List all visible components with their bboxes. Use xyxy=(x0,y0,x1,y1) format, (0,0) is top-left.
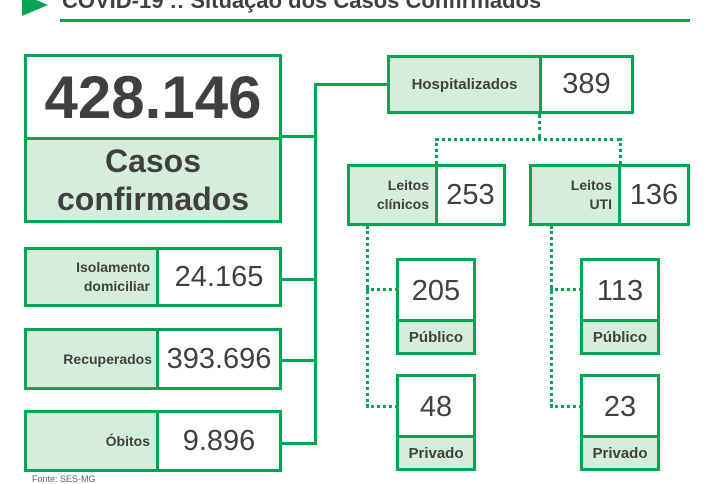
total-value: 428.146 xyxy=(24,54,282,140)
dot-uti-publico xyxy=(550,288,582,291)
dot-hosp-down xyxy=(538,114,541,138)
clinicos-publico-label: Público xyxy=(396,319,476,355)
obitos-label: Óbitos xyxy=(24,410,159,472)
dot-clinicos-publico xyxy=(366,288,398,291)
uti-publico-value: 113 xyxy=(580,258,660,321)
page-title: COVID-19 :: Situação dos Casos Confirmad… xyxy=(62,0,542,13)
recuperados-value: 393.696 xyxy=(156,328,282,390)
connector-recuperados xyxy=(281,359,317,362)
connector-trunk xyxy=(314,83,317,445)
connector-total xyxy=(281,135,317,138)
dot-branch-clinicos xyxy=(435,138,438,164)
leitos-uti-label: Leitos UTI xyxy=(529,164,621,226)
dot-uti-trunk xyxy=(550,226,553,407)
dot-branch-uti xyxy=(619,138,622,164)
connector-obitos xyxy=(281,442,317,445)
uti-privado-value: 23 xyxy=(580,374,660,437)
clinicos-privado-label: Privado xyxy=(396,435,476,471)
total-label: Casos confirmados xyxy=(24,137,282,223)
uti-publico-label: Público xyxy=(580,319,660,355)
title-arrow-icon xyxy=(22,0,48,16)
obitos-value: 9.896 xyxy=(156,410,282,472)
dot-clinicos-trunk xyxy=(366,226,369,407)
isolamento-value: 24.165 xyxy=(156,247,282,307)
isolamento-label: Isolamento domiciliar xyxy=(24,247,159,307)
dot-clinicos-privado xyxy=(366,405,398,408)
recuperados-label: Recuperados xyxy=(24,328,159,390)
source-note: Fonte: SES-MG xyxy=(32,474,96,484)
leitos-clinicos-value: 253 xyxy=(435,164,506,226)
title-divider xyxy=(60,19,690,22)
hospitalizados-value: 389 xyxy=(539,55,634,114)
dot-hosp-branch xyxy=(435,138,621,141)
dot-uti-privado xyxy=(550,405,582,408)
hospitalizados-label: Hospitalizados xyxy=(387,55,542,114)
clinicos-privado-value: 48 xyxy=(396,374,476,437)
leitos-clinicos-label: Leitos clínicos xyxy=(347,164,438,226)
uti-privado-label: Privado xyxy=(580,435,660,471)
clinicos-publico-value: 205 xyxy=(396,258,476,321)
connector-hosp xyxy=(314,83,390,86)
leitos-uti-value: 136 xyxy=(618,164,690,226)
connector-isolamento xyxy=(281,278,317,281)
